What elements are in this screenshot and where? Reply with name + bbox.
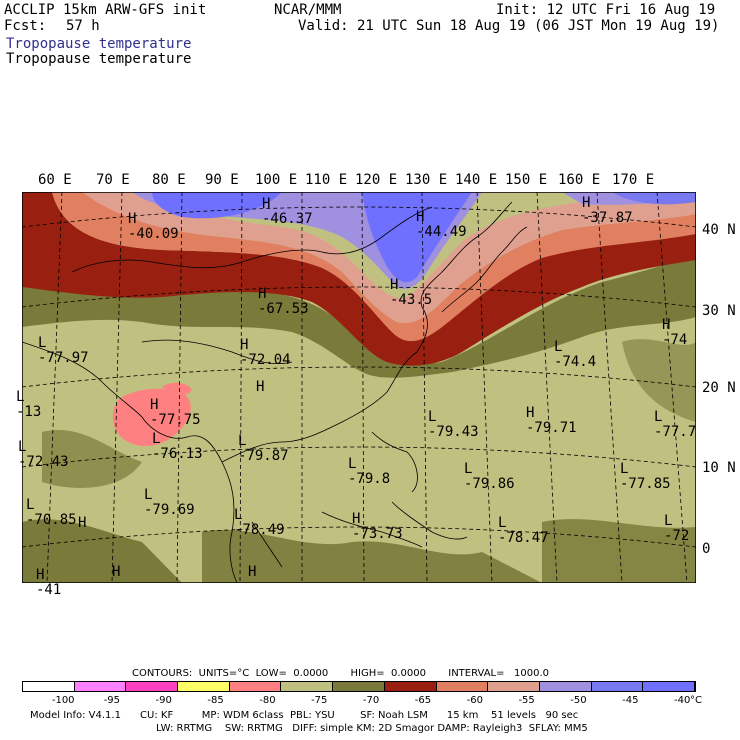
contours-info: CONTOURS: UNITS=°C LOW= 0.0000 HIGH= 0.0… xyxy=(132,668,550,679)
lon-label: 160 E xyxy=(558,172,601,188)
map-extremum-label: H -73.73 xyxy=(352,511,403,542)
map-extremum-label: L -74.4 xyxy=(554,339,597,370)
init-time: Init: 12 UTC Fri 16 Aug 19 xyxy=(496,2,716,18)
lat-label: 40 N xyxy=(702,222,736,238)
colorbar-tick: -50 xyxy=(570,695,587,706)
lon-label: 150 E xyxy=(505,172,548,188)
map-extremum-label: L -77.7 xyxy=(654,409,697,440)
map-extremum-label: H xyxy=(248,564,257,580)
colorbar-swatch xyxy=(384,682,437,691)
map-extremum-label: H xyxy=(256,379,265,395)
colorbar-swatch xyxy=(178,682,230,691)
map-extremum-label: H -41 xyxy=(36,567,62,598)
map-extremum-label: L -72 xyxy=(664,513,690,544)
colorbar-tick: -100 xyxy=(51,695,75,706)
model-info-line-2: LW: RRTMG SW: RRTMG DIFF: simple KM: 2D … xyxy=(156,723,588,734)
lon-label: 80 E xyxy=(152,172,186,188)
lon-label: 140 E xyxy=(455,172,498,188)
model-title: ACCLIP 15km ARW-GFS init xyxy=(4,2,207,18)
colorbar-swatch xyxy=(229,682,282,691)
valid-time: Valid: 21 UTC Sun 18 Aug 19 (06 JST Mon … xyxy=(298,18,720,34)
map-extremum-label: H -43.5 xyxy=(390,277,433,308)
lat-label: 10 N xyxy=(702,460,736,476)
model-info-line-1: Model Info: V4.1.1 CU: KF MP: WDM 6class… xyxy=(30,710,579,721)
colorbar-unit: °C xyxy=(690,695,702,706)
map-extremum-label: H -46.37 xyxy=(262,196,313,227)
map-extremum-label: H -40.09 xyxy=(128,211,179,242)
field-title-1: Tropopause temperature xyxy=(6,36,192,52)
colorbar-swatch xyxy=(643,682,695,691)
tropopause-temperature-map xyxy=(22,192,696,583)
map-extremum-label: H -72.04 xyxy=(240,337,291,368)
colorbar-tick: -70 xyxy=(362,695,380,706)
colorbar-tick: -80 xyxy=(259,695,276,706)
colorbar-swatch xyxy=(126,682,179,691)
colorbar-swatch xyxy=(539,682,592,691)
map-extremum-label: H xyxy=(112,564,121,580)
colorbar-swatch xyxy=(23,682,75,691)
map-extremum-label: L -79.69 xyxy=(144,487,195,518)
map-extremum-label: H -77.75 xyxy=(150,397,201,428)
map-extremum-label: L -79.87 xyxy=(238,433,289,464)
forecast-label: Fcst: xyxy=(4,18,47,34)
map-extremum-label: L -78.47 xyxy=(498,515,549,546)
colorbar xyxy=(22,681,696,692)
lat-label: 20 N xyxy=(702,380,736,396)
colorbar-tick: -95 xyxy=(103,695,121,706)
lon-label: 110 E xyxy=(305,172,348,188)
colorbar-tick: -60 xyxy=(466,695,483,706)
colorbar-swatch xyxy=(333,682,385,691)
colorbar-tick: -75 xyxy=(311,695,328,706)
map-extremum-label: L -79.8 xyxy=(348,456,391,487)
colorbar-swatch xyxy=(74,682,127,691)
lon-label: 90 E xyxy=(205,172,239,188)
map-extremum-label: L -72.43 xyxy=(18,439,69,470)
colorbar-tick: -85 xyxy=(207,695,224,706)
map-extremum-label: L -70.85 xyxy=(26,497,77,528)
map-extremum-label: H xyxy=(78,515,87,531)
map-extremum-label: L -79.43 xyxy=(428,409,479,440)
lon-label: 130 E xyxy=(405,172,448,188)
forecast-hour: 57 h xyxy=(66,18,100,34)
lat-label: 0 xyxy=(702,541,711,557)
map-extremum-label: L -76.13 xyxy=(152,431,203,462)
map-extremum-label: L -78.49 xyxy=(234,507,285,538)
center-label: NCAR/MMM xyxy=(274,2,342,18)
map-extremum-label: H -44.49 xyxy=(416,209,467,240)
map-extremum-label: L -77.85 xyxy=(620,461,671,492)
map-extremum-label: L -79.86 xyxy=(464,461,515,492)
colorbar-swatch xyxy=(436,682,489,691)
colorbar-tick: -55 xyxy=(518,695,535,706)
lat-label: 30 N xyxy=(702,303,736,319)
lon-label: 170 E xyxy=(612,172,655,188)
map-extremum-label: H -79.71 xyxy=(526,405,577,436)
colorbar-swatch xyxy=(488,682,540,691)
colorbar-tick: -65 xyxy=(414,695,432,706)
map-extremum-label: H -74 xyxy=(662,317,688,348)
lon-label: 70 E xyxy=(96,172,130,188)
map-extremum-label: H -67.53 xyxy=(258,286,309,317)
colorbar-swatch xyxy=(591,682,644,691)
map-extremum-label: H -37.87 xyxy=(582,195,633,226)
map-extremum-label: L -13 xyxy=(16,389,42,420)
map-extremum-label: L -77.97 xyxy=(38,335,89,366)
colorbar-swatch xyxy=(281,682,334,691)
colorbar-tick: -40 xyxy=(674,695,691,706)
lon-label: 100 E xyxy=(255,172,298,188)
colorbar-tick: -45 xyxy=(622,695,639,706)
lon-label: 120 E xyxy=(355,172,398,188)
field-title-2: Tropopause temperature xyxy=(6,51,192,67)
colorbar-tick: -90 xyxy=(155,695,172,706)
lon-label: 60 E xyxy=(38,172,72,188)
